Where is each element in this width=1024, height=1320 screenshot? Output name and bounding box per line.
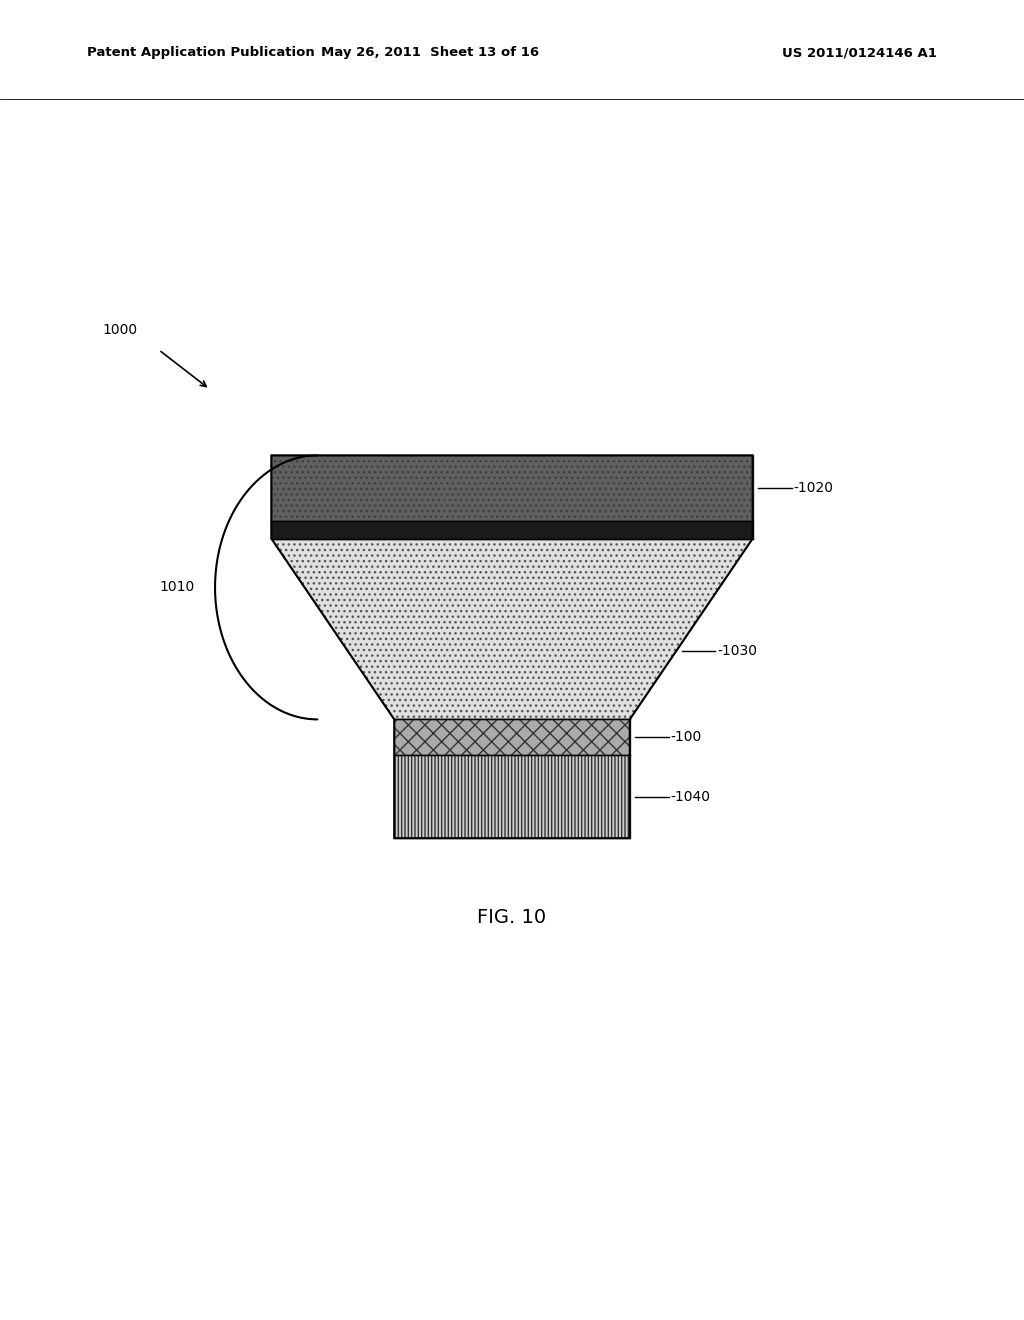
Polygon shape xyxy=(394,755,630,838)
Text: May 26, 2011  Sheet 13 of 16: May 26, 2011 Sheet 13 of 16 xyxy=(321,46,540,59)
Polygon shape xyxy=(394,719,630,755)
Text: -100: -100 xyxy=(671,730,701,744)
Text: 1000: 1000 xyxy=(102,323,137,337)
Polygon shape xyxy=(271,539,753,719)
Text: Patent Application Publication: Patent Application Publication xyxy=(87,46,314,59)
Text: -1030: -1030 xyxy=(717,644,757,657)
Text: FIG. 10: FIG. 10 xyxy=(477,908,547,927)
Text: -1020: -1020 xyxy=(794,482,834,495)
Polygon shape xyxy=(271,455,753,521)
Text: US 2011/0124146 A1: US 2011/0124146 A1 xyxy=(782,46,937,59)
Polygon shape xyxy=(271,521,753,539)
Text: 1010: 1010 xyxy=(160,581,195,594)
Text: -1040: -1040 xyxy=(671,789,711,804)
